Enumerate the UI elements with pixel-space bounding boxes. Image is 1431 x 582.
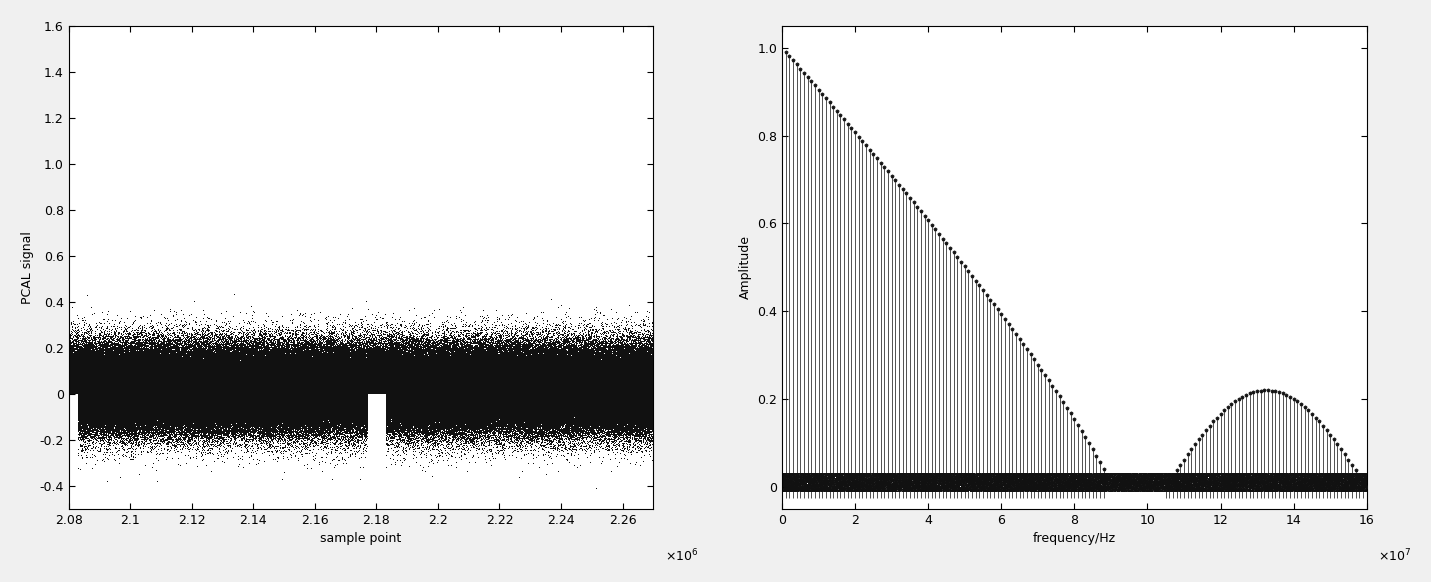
- X-axis label: sample point: sample point: [321, 532, 402, 545]
- Text: $\times$10$^6$: $\times$10$^6$: [665, 547, 698, 564]
- Y-axis label: PCAL signal: PCAL signal: [21, 231, 34, 304]
- Y-axis label: Amplitude: Amplitude: [738, 235, 751, 299]
- X-axis label: frequency/Hz: frequency/Hz: [1033, 532, 1116, 545]
- Text: $\times$10$^7$: $\times$10$^7$: [1378, 547, 1412, 564]
